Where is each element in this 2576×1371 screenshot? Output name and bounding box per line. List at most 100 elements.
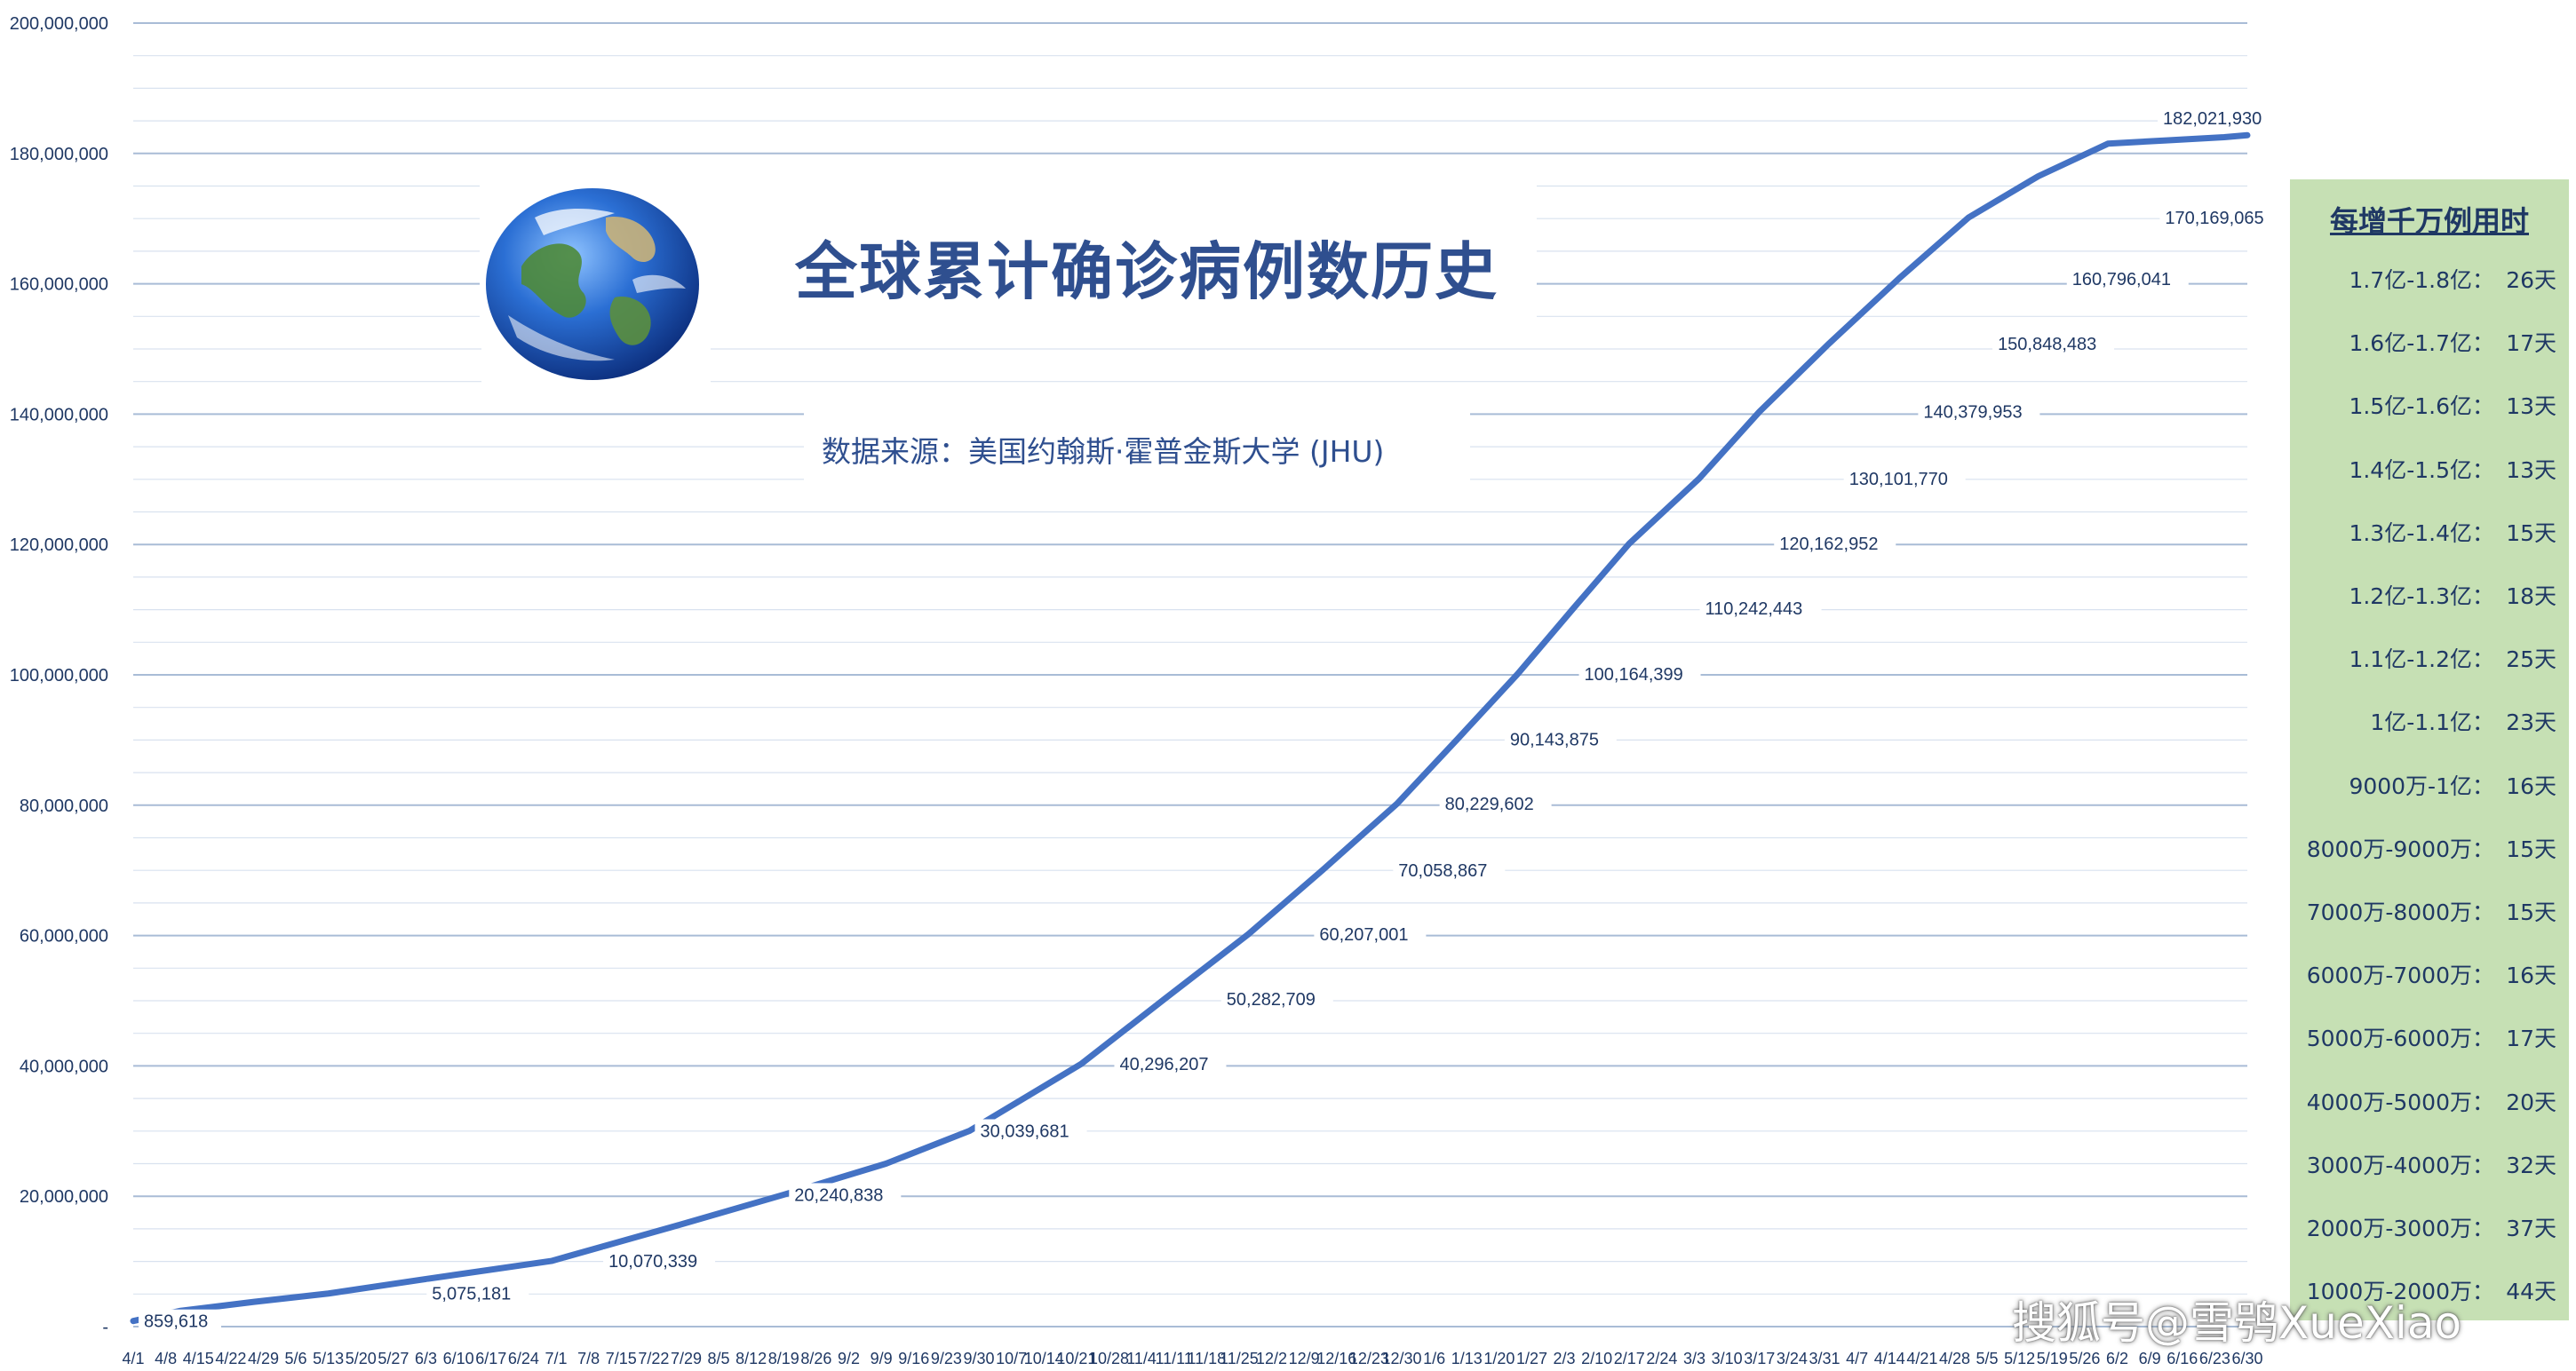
x-tick-label: 9/2 (838, 1350, 860, 1367)
x-tick-label: 4/1 (122, 1350, 144, 1367)
x-tick-label: 5/6 (285, 1350, 307, 1367)
data-label: 120,162,952 (1779, 535, 1878, 554)
x-tick-label: 9/23 (931, 1350, 962, 1367)
y-tick-label: 140,000,000 (10, 405, 108, 424)
side-row-days: 25天 (2506, 646, 2556, 673)
data-label-bg (1114, 1052, 1227, 1078)
data-label: 182,021,930 (2163, 109, 2262, 129)
data-label: 110,242,443 (1705, 599, 1803, 619)
chart-title: 全球累计确诊病例数历史 (795, 235, 1499, 308)
side-row-range: 1.6亿-1.7亿： (2349, 330, 2494, 357)
side-row-range: 1.5亿-1.6亿： (2349, 393, 2494, 420)
data-label: 140,379,953 (1923, 403, 2022, 423)
x-tick-label: 6/3 (415, 1350, 437, 1367)
x-tick-label: 7/29 (671, 1350, 702, 1367)
x-tick-label: 11/4 (1126, 1350, 1157, 1367)
x-tick-label: 4/28 (1939, 1350, 1970, 1367)
side-panel-row: 4000万-5000万： 20天 (2299, 1083, 2556, 1119)
data-label-bg (1992, 331, 2115, 357)
x-tick-label: 3/31 (1809, 1350, 1840, 1367)
data-label: 160,796,041 (2072, 270, 2171, 289)
y-tick-label: 180,000,000 (10, 145, 108, 164)
x-tick-label: 11/11 (1156, 1350, 1193, 1367)
side-panel-row: 6000万-7000万： 16天 (2299, 956, 2556, 992)
x-tick-label: 3/10 (1712, 1350, 1743, 1367)
x-tick-label: 11/18 (1187, 1350, 1226, 1367)
y-tick-label: 80,000,000 (20, 796, 108, 816)
x-tick-label: 3/17 (1744, 1350, 1775, 1367)
side-row-days: 16天 (2506, 963, 2556, 989)
data-label-bg (1220, 987, 1333, 1012)
side-row-range: 8000万-9000万： (2306, 836, 2494, 862)
watermark: 搜狐号@雪鸮XueXiao (2012, 1297, 2462, 1349)
globe-image (481, 182, 711, 386)
side-panel: 每增千万例用时 1.7亿-1.8亿： 26天 1.6亿-1.7亿： 17天 1.5亿-1… (2290, 179, 2569, 1320)
side-row-days: 37天 (2506, 1216, 2556, 1241)
x-tick-label: 4/22 (215, 1350, 246, 1367)
x-tick-label: 6/24 (508, 1350, 539, 1367)
side-panel-row: 1.6亿-1.7亿： 17天 (2299, 324, 2556, 360)
x-tick-label: 5/20 (346, 1350, 377, 1367)
x-tick-label: 5/12 (2004, 1350, 2035, 1367)
data-label-bg (603, 1249, 716, 1275)
x-tick-label: 8/5 (708, 1350, 730, 1367)
y-tick-label: 40,000,000 (20, 1057, 108, 1076)
x-tick-label: 12/2 (1256, 1350, 1287, 1367)
side-row-days: 17天 (2506, 330, 2556, 357)
data-label: 859,618 (144, 1312, 208, 1332)
side-row-days: 23天 (2506, 709, 2556, 736)
side-row-range: 1.4亿-1.5亿： (2349, 456, 2494, 483)
x-tick-label: 2/24 (1646, 1350, 1677, 1367)
data-label-bg (2158, 106, 2279, 131)
data-label: 20,240,838 (794, 1185, 883, 1205)
data-label-bg (974, 1119, 1087, 1145)
x-tick-label: 4/8 (155, 1350, 177, 1367)
x-tick-label: 10/7 (996, 1350, 1027, 1367)
x-tick-label: 4/29 (248, 1350, 279, 1367)
x-tick-label: 1/27 (1516, 1350, 1547, 1367)
x-tick-label: 3/24 (1777, 1350, 1808, 1367)
side-row-range: 1000万-2000万： (2306, 1279, 2494, 1305)
side-panel-row: 1.2亿-1.3亿： 18天 (2299, 577, 2556, 613)
data-label: 170,169,065 (2165, 209, 2263, 228)
data-label-bg (1504, 727, 1617, 753)
x-tick-label: 10/21 (1056, 1350, 1096, 1367)
y-axis-ticks: - 20,000,000 40,000,000 60,000,000 80,000,00… (10, 14, 108, 1337)
x-tick-label: 11/25 (1220, 1350, 1259, 1367)
side-panel-row: 1.4亿-1.5亿： 13天 (2299, 451, 2556, 487)
subtitle-background (804, 404, 1470, 493)
y-tick-label: 200,000,000 (10, 14, 108, 34)
x-tick-label: 12/23 (1349, 1350, 1389, 1367)
x-tick-label: 12/16 (1316, 1350, 1356, 1367)
x-tick-label: 9/16 (898, 1350, 929, 1367)
side-row-range: 4000万-5000万： (2306, 1089, 2494, 1115)
x-tick-label: 7/15 (606, 1350, 637, 1367)
x-tick-label: 6/23 (2199, 1350, 2230, 1367)
y-tick-label: 160,000,000 (10, 275, 108, 295)
side-panel-row: 3000万-4000万： 32天 (2299, 1146, 2556, 1182)
side-row-days: 13天 (2506, 456, 2556, 483)
side-row-days: 17天 (2506, 1026, 2556, 1052)
side-row-range: 2000万-3000万： (2306, 1216, 2494, 1241)
data-label-bg (789, 1183, 902, 1209)
side-row-days: 32天 (2506, 1152, 2556, 1178)
x-tick-label: 8/19 (768, 1350, 799, 1367)
series-layer (130, 131, 2251, 1325)
x-tick-label: 6/10 (443, 1350, 474, 1367)
side-panel-row: 2000万-3000万： 37天 (2299, 1209, 2556, 1245)
x-tick-label: 10/14 (1024, 1350, 1064, 1367)
side-row-range: 6000万-7000万： (2306, 963, 2494, 989)
data-labels: 859,618 5,075,181 10,070,339 20,240,838 30,0… (139, 106, 2282, 1335)
side-panel-row: 1.7亿-1.8亿： 26天 (2299, 261, 2556, 297)
x-tick-label: 2/10 (1581, 1350, 1612, 1367)
side-row-days: 26天 (2506, 267, 2556, 293)
data-label-bg (1393, 858, 1506, 884)
side-row-range: 7000万-8000万： (2306, 899, 2494, 925)
side-row-days: 44天 (2506, 1279, 2556, 1305)
side-row-days: 15天 (2506, 899, 2556, 925)
side-row-days: 16天 (2506, 773, 2556, 799)
x-tick-label: 6/9 (2139, 1350, 2161, 1367)
x-tick-label: 10/28 (1089, 1350, 1129, 1367)
data-label-bg (1314, 923, 1427, 948)
x-tick-label: 2/17 (1614, 1350, 1645, 1367)
